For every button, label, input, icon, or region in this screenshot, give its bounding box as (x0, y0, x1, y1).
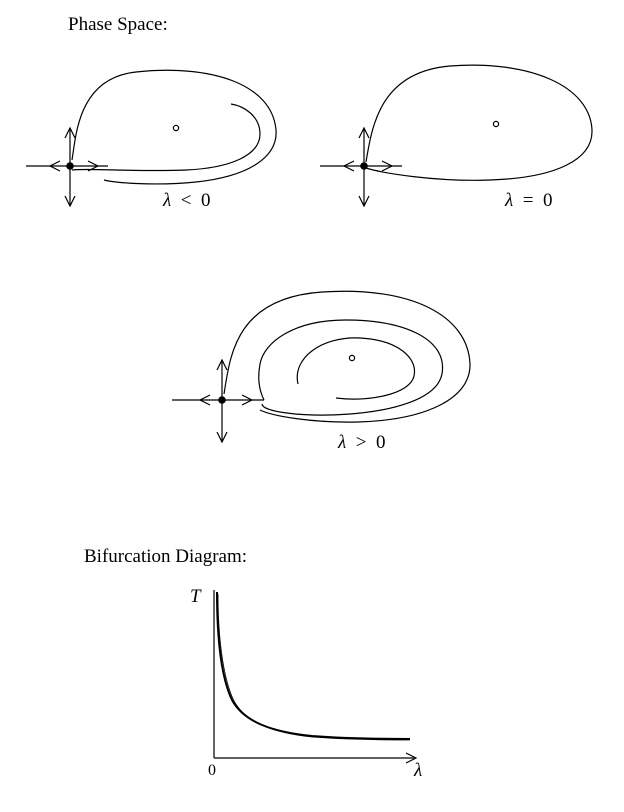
phase-label-lambda-zero: λ = 0 (505, 190, 552, 212)
bifurcation-heading: Bifurcation Diagram: (84, 546, 247, 568)
phase-diagram-lambda-zero (320, 56, 610, 226)
zero-1: 0 (201, 190, 211, 211)
lt-sym-icon: < (176, 190, 196, 211)
bifurcation-panel: T 0 λ (162, 580, 462, 790)
zero-3: 0 (376, 432, 386, 453)
lambda-sym-icon-3: λ (338, 432, 346, 453)
phase-label-lambda-pos: λ > 0 (338, 432, 385, 454)
phase-panel-lambda-pos (172, 280, 492, 480)
phase-space-heading: Phase Space: (68, 14, 168, 36)
phase-label-lambda-neg: λ < 0 (163, 190, 210, 212)
lambda-sym-icon: λ (163, 190, 171, 211)
bif-ylabel: T (190, 586, 201, 608)
lambda-sym-icon-2: λ (505, 190, 513, 211)
phase-diagram-lambda-pos (172, 280, 492, 480)
bif-origin-label: 0 (208, 762, 216, 780)
bifurcation-diagram (162, 580, 462, 790)
phase-panel-lambda-zero (320, 56, 610, 226)
gt-sym-icon: > (351, 432, 371, 453)
bif-xlabel: λ (414, 760, 422, 782)
eq-sym-icon: = (518, 190, 538, 211)
zero-2: 0 (543, 190, 553, 211)
